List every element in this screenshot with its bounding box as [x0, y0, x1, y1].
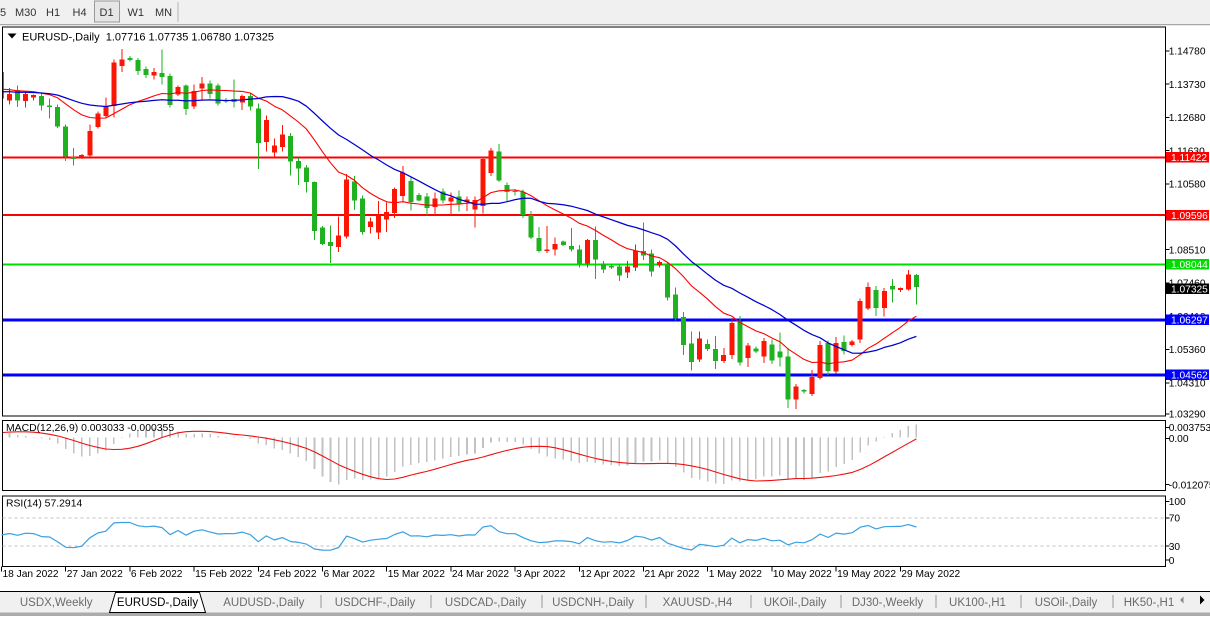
svg-text:10 May 2022: 10 May 2022 — [773, 569, 832, 580]
svg-text:MACD(12,26,9) 0.003033 -0.0003: MACD(12,26,9) 0.003033 -0.000355 — [6, 423, 174, 434]
svg-text:EURUSD-,Daily 1.07716 1.07735: EURUSD-,Daily 1.07716 1.07735 1.06780 1.… — [22, 32, 274, 44]
svg-text:1.08044: 1.08044 — [1171, 260, 1208, 271]
svg-text:HK50-,H1: HK50-,H1 — [1124, 597, 1175, 609]
svg-text:3 Apr 2022: 3 Apr 2022 — [516, 569, 566, 580]
svg-text:24 Feb 2022: 24 Feb 2022 — [259, 569, 317, 580]
svg-text:1.05360: 1.05360 — [1169, 345, 1206, 356]
svg-text:1.04310: 1.04310 — [1169, 379, 1206, 390]
svg-text:15 Mar 2022: 15 Mar 2022 — [388, 569, 446, 580]
svg-text:24 Mar 2022: 24 Mar 2022 — [452, 569, 510, 580]
svg-text:30: 30 — [1169, 542, 1181, 553]
svg-text:19 May 2022: 19 May 2022 — [837, 569, 896, 580]
svg-text:UK100-,H1: UK100-,H1 — [949, 597, 1006, 609]
svg-text:1.11630: 1.11630 — [1169, 146, 1205, 157]
svg-text:USDCHF-,Daily: USDCHF-,Daily — [335, 597, 416, 609]
svg-text:USDX,Weekly: USDX,Weekly — [20, 597, 93, 609]
svg-text:M30: M30 — [15, 7, 36, 19]
svg-text:UKOil-,Daily: UKOil-,Daily — [764, 597, 827, 609]
svg-text:RSI(14) 57.2914: RSI(14) 57.2914 — [6, 499, 82, 510]
svg-text:15 Feb 2022: 15 Feb 2022 — [195, 569, 253, 580]
svg-text:18 Jan 2022: 18 Jan 2022 — [3, 569, 59, 580]
svg-text:1 May 2022: 1 May 2022 — [709, 569, 763, 580]
svg-text:USDCAD-,Daily: USDCAD-,Daily — [445, 597, 526, 609]
svg-text:AUDUSD-,Daily: AUDUSD-,Daily — [223, 597, 304, 609]
svg-text:1.08510: 1.08510 — [1169, 245, 1206, 256]
svg-text:1.06297: 1.06297 — [1171, 316, 1208, 327]
svg-text:1.07325: 1.07325 — [1171, 284, 1208, 295]
svg-text:XAUUSD-,H4: XAUUSD-,H4 — [663, 597, 733, 609]
svg-text:-0.012075: -0.012075 — [1169, 480, 1210, 491]
svg-text:0.00: 0.00 — [1169, 434, 1189, 445]
svg-text:1.04562: 1.04562 — [1171, 371, 1208, 382]
svg-text:EURUSD-,Daily: EURUSD-,Daily — [117, 597, 198, 609]
svg-text:1.13730: 1.13730 — [1169, 80, 1206, 91]
svg-text:D1: D1 — [100, 7, 114, 19]
svg-text:6 Feb 2022: 6 Feb 2022 — [131, 569, 183, 580]
svg-text:1.10580: 1.10580 — [1169, 180, 1206, 191]
svg-text:1.09596: 1.09596 — [1171, 211, 1208, 222]
svg-text:DJ30-,Weekly: DJ30-,Weekly — [852, 597, 924, 609]
svg-text:27 Jan 2022: 27 Jan 2022 — [67, 569, 123, 580]
svg-text:70: 70 — [1169, 514, 1181, 525]
svg-text:USOil-,Daily: USOil-,Daily — [1035, 597, 1098, 609]
svg-text:5: 5 — [0, 7, 6, 19]
svg-text:6 Mar 2022: 6 Mar 2022 — [324, 569, 376, 580]
svg-text:21 Apr 2022: 21 Apr 2022 — [645, 569, 700, 580]
svg-text:12 Apr 2022: 12 Apr 2022 — [580, 569, 635, 580]
svg-text:100: 100 — [1169, 497, 1186, 508]
svg-text:H1: H1 — [46, 7, 60, 19]
svg-text:1.14780: 1.14780 — [1169, 47, 1206, 58]
svg-text:1.12680: 1.12680 — [1169, 113, 1206, 124]
svg-text:1.03290: 1.03290 — [1169, 410, 1206, 421]
svg-text:H4: H4 — [73, 7, 87, 19]
svg-text:MN: MN — [155, 7, 172, 19]
svg-text:USDCNH-,Daily: USDCNH-,Daily — [552, 597, 634, 609]
svg-text:1.11422: 1.11422 — [1171, 153, 1207, 164]
svg-text:W1: W1 — [128, 7, 145, 19]
svg-text:0.003753: 0.003753 — [1169, 423, 1210, 434]
svg-text:29 May 2022: 29 May 2022 — [901, 569, 960, 580]
svg-text:0: 0 — [1169, 556, 1175, 567]
